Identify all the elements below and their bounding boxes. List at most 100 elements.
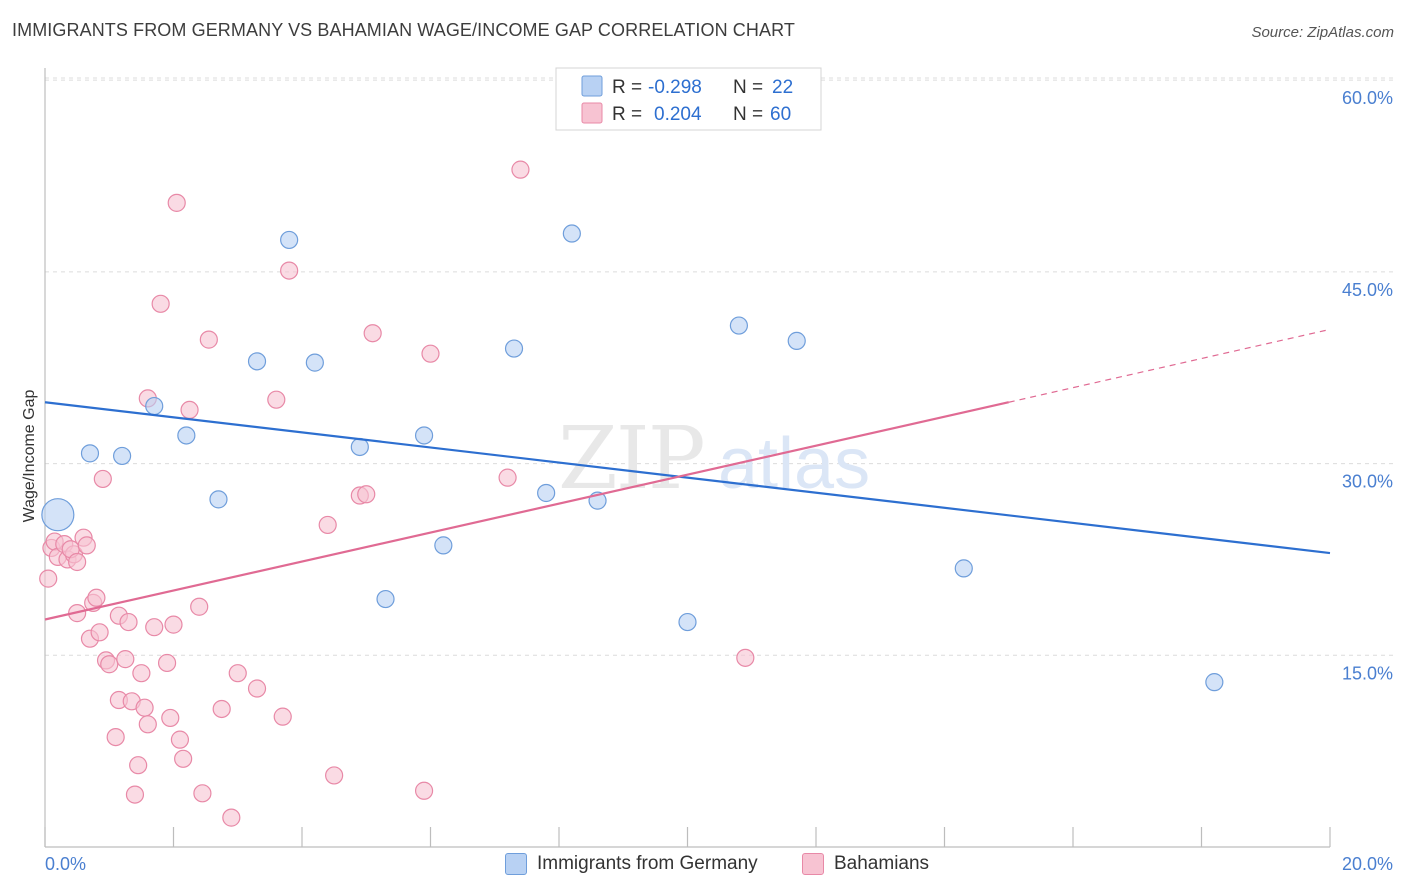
bahamians-point-25: [125, 785, 145, 804]
legend-n-value-germany: 22: [772, 77, 793, 98]
germany-point-17: [678, 612, 697, 632]
bahamians-point-14: [87, 588, 106, 607]
bahamians-point-54: [363, 324, 382, 343]
germany-point-20: [954, 559, 973, 578]
legend-label-germany: Immigrants from Germany: [537, 853, 758, 874]
germany-point-21: [1205, 673, 1224, 692]
bahamians-trend-extension: [1008, 328, 1331, 403]
bahamians-point-36: [167, 193, 186, 212]
bahamians-point-28: [135, 698, 154, 717]
germany-point-7: [280, 230, 299, 250]
legend-item-germany: Immigrants from Germany: [505, 853, 758, 875]
bahamians-point-57: [498, 468, 517, 487]
bahamians-point-44: [222, 808, 241, 827]
bahamians-point-8: [68, 552, 87, 572]
bahamians-point-32: [151, 294, 170, 313]
bahamians-point-31: [145, 618, 164, 637]
bahamians-point-37: [170, 730, 190, 749]
bahamians-point-50: [318, 515, 337, 535]
legend-r-label-bahamians: R =: [612, 104, 642, 125]
germany-point-1: [80, 444, 100, 463]
bahamians-point-41: [193, 784, 212, 803]
x-axis-ticks: [44, 827, 1331, 847]
bahamians-point-33: [157, 653, 177, 673]
bahamians-point-22: [116, 650, 135, 669]
legend-swatch-germany-bottom: [505, 853, 527, 875]
watermark-zip: ZIP: [558, 409, 704, 509]
bahamians-point-10: [77, 536, 96, 555]
bahamians-point-51: [325, 766, 344, 785]
germany-point-11: [414, 426, 434, 445]
bahamians-point-59: [736, 648, 755, 667]
y-tick-label-60: 60.0%: [1342, 88, 1393, 108]
bahamians-points: [39, 160, 755, 827]
bahamians-point-55: [414, 781, 434, 800]
bahamians-point-19: [106, 727, 125, 747]
bahamians-point-0: [39, 569, 58, 588]
bahamians-point-26: [129, 756, 148, 775]
bahamians-point-39: [180, 400, 199, 420]
bahamians-point-58: [511, 160, 530, 179]
legend-swatch-germany: [581, 75, 603, 97]
x-tick-label-min: 0.0%: [45, 854, 86, 874]
bahamians-point-23: [119, 612, 138, 632]
germany-point-8: [305, 353, 324, 372]
y-axis-label: Wage/Income Gap: [21, 390, 38, 523]
y-tick-labels: 15.0% 30.0% 45.0% 60.0%: [1342, 88, 1393, 683]
bahamians-point-15: [90, 623, 109, 642]
germany-point-3: [145, 396, 164, 416]
germany-point-5: [209, 490, 228, 509]
legend-n-value-bahamians: 60: [770, 104, 791, 125]
y-tick-label-45: 45.0%: [1342, 280, 1393, 300]
germany-point-4: [177, 426, 196, 445]
germany-trend-line: [44, 401, 1331, 555]
bahamians-trend-line: [44, 401, 1009, 621]
bahamians-point-46: [247, 679, 267, 698]
legend-n-label-germany: N =: [733, 77, 763, 98]
legend-top: R = -0.298 N = 22 R = 0.204 N = 60: [555, 67, 822, 131]
legend-r-value-germany: -0.298: [648, 77, 702, 98]
x-tick-label-max: 20.0%: [1342, 854, 1393, 874]
trend-lines: [44, 328, 1331, 621]
legend-swatch-bahamians: [581, 102, 603, 124]
chart-title: IMMIGRANTS FROM GERMANY VS BAHAMIAN WAGE…: [12, 20, 795, 40]
germany-point-12: [434, 536, 453, 555]
legend-swatch-bahamians-bottom: [802, 853, 824, 875]
legend-r-label-germany: R =: [612, 77, 642, 98]
germany-point-2: [112, 446, 132, 466]
bahamians-point-16: [93, 469, 112, 489]
germany-point-6: [247, 352, 267, 371]
bahamians-point-49: [280, 261, 299, 280]
bahamians-point-48: [273, 707, 292, 726]
bahamians-point-42: [199, 330, 218, 349]
legend-item-bahamians: Bahamians: [802, 853, 929, 875]
germany-point-18: [729, 316, 749, 335]
legend-bottom: Immigrants from Germany Bahamians: [0, 850, 1406, 880]
bahamians-point-53: [357, 485, 376, 504]
legend-r-value-bahamians: 0.204: [654, 104, 702, 125]
watermark-atlas: atlas: [718, 424, 870, 504]
germany-point-9: [350, 437, 369, 457]
bahamians-point-47: [267, 390, 286, 409]
bahamians-point-56: [421, 344, 440, 363]
y-tick-label-15: 15.0%: [1342, 663, 1393, 683]
bahamians-point-30: [138, 715, 157, 734]
germany-point-14: [537, 483, 556, 503]
bahamians-point-35: [164, 615, 183, 634]
y-tick-label-30: 30.0%: [1342, 472, 1393, 492]
legend-label-bahamians: Bahamians: [834, 853, 930, 874]
germany-point-15: [562, 224, 581, 243]
legend-n-label-bahamians: N =: [733, 104, 763, 125]
grid-lines: [45, 77, 1393, 656]
bahamians-point-38: [174, 749, 193, 768]
bahamians-point-18: [100, 655, 119, 674]
germany-point-10: [376, 589, 395, 609]
germany-point-19: [787, 331, 806, 350]
source-label: Source: ZipAtlas.com: [1251, 24, 1394, 41]
bahamians-point-43: [212, 699, 231, 719]
bahamians-point-40: [190, 597, 209, 616]
bahamians-point-45: [228, 664, 247, 683]
bahamians-point-27: [132, 664, 151, 683]
bahamians-point-34: [161, 708, 180, 728]
